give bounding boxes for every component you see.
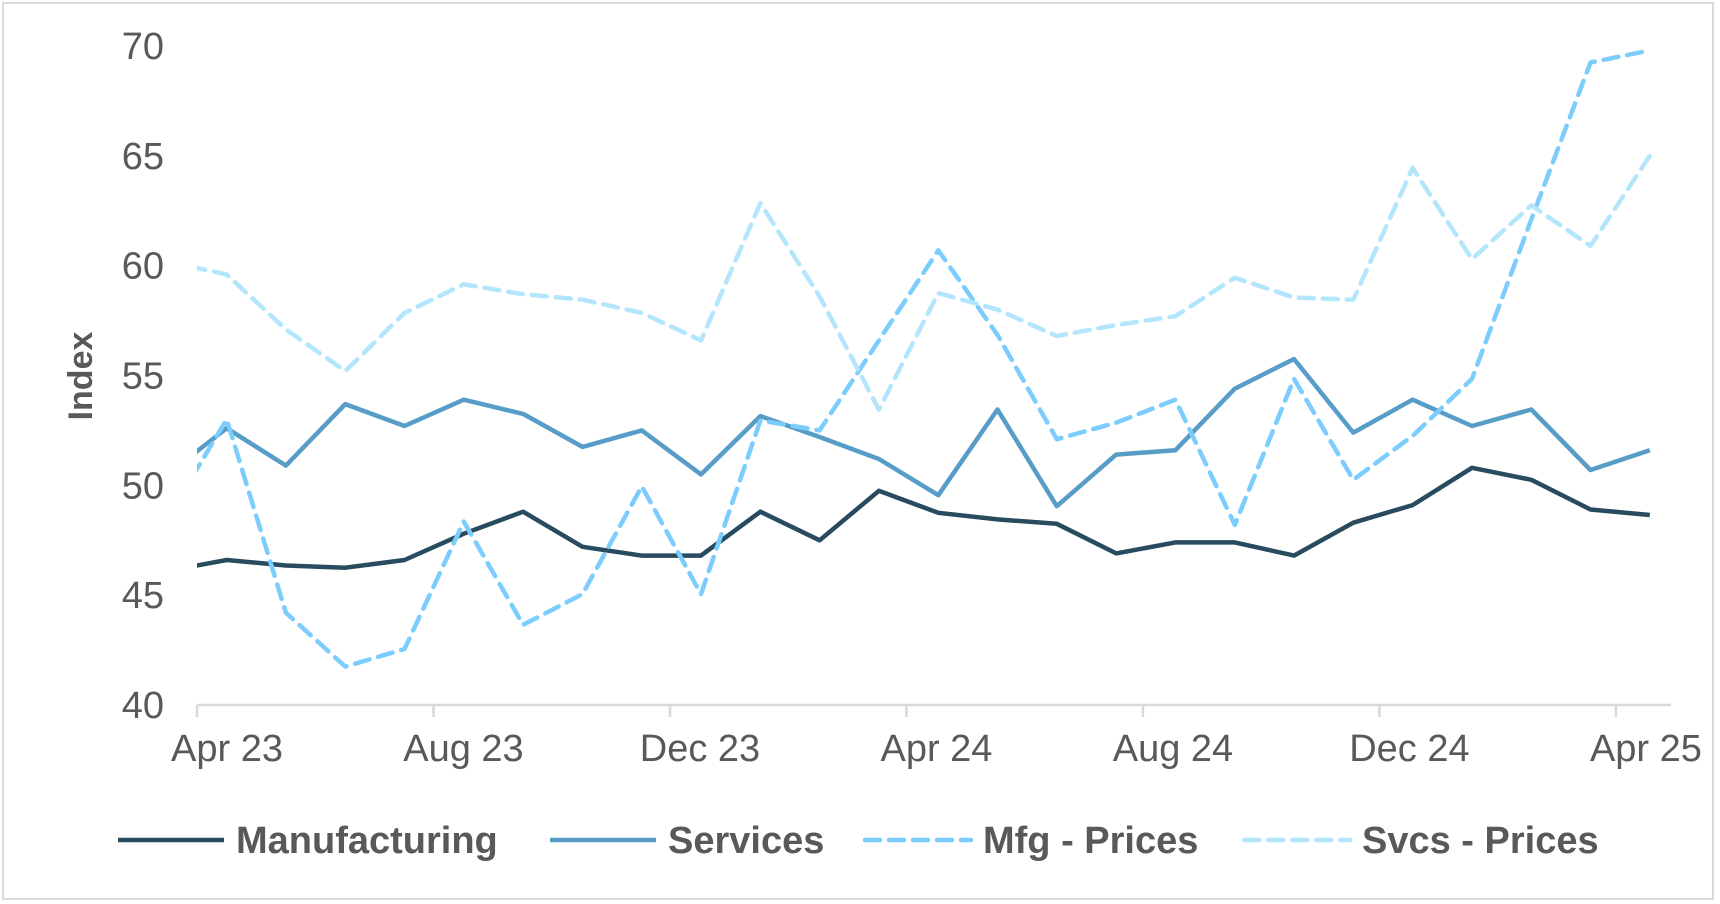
x-tick-label: Apr 25: [1590, 728, 1702, 770]
series-line-svcs-prices: [197, 153, 1653, 412]
y-tick-label: 55: [122, 356, 164, 398]
series-line-services: [197, 356, 1651, 509]
y-tick-label: 40: [122, 685, 164, 727]
legend-label: Svcs - Prices: [1362, 820, 1599, 862]
legend-label: Services: [668, 820, 824, 862]
series-line-mfg-prices: [197, 48, 1653, 669]
legend-label: Manufacturing: [236, 820, 498, 862]
y-tick-label: 60: [122, 246, 164, 288]
legend-item: Manufacturing: [118, 820, 498, 862]
x-tick-label: Dec 24: [1349, 728, 1469, 770]
y-tick-label: 65: [122, 136, 164, 178]
x-tick-label: Aug 24: [1113, 728, 1233, 770]
legend-label: Mfg - Prices: [983, 820, 1198, 862]
x-tick-label: Aug 23: [403, 728, 523, 770]
legend-item: Mfg - Prices: [862, 820, 1198, 862]
y-tick-label: 70: [122, 26, 164, 68]
x-tick-label: Apr 24: [880, 728, 992, 770]
x-tick-label: Dec 23: [640, 728, 760, 770]
x-tick-label: Apr 23: [171, 728, 283, 770]
legend-item: Svcs - Prices: [1241, 820, 1599, 862]
y-tick-label: 50: [122, 465, 164, 507]
y-tick-label: 45: [122, 575, 164, 617]
legend-item: Services: [550, 820, 824, 862]
y-axis-label: Index: [62, 332, 100, 421]
series-line-manufacturing: [197, 465, 1651, 570]
